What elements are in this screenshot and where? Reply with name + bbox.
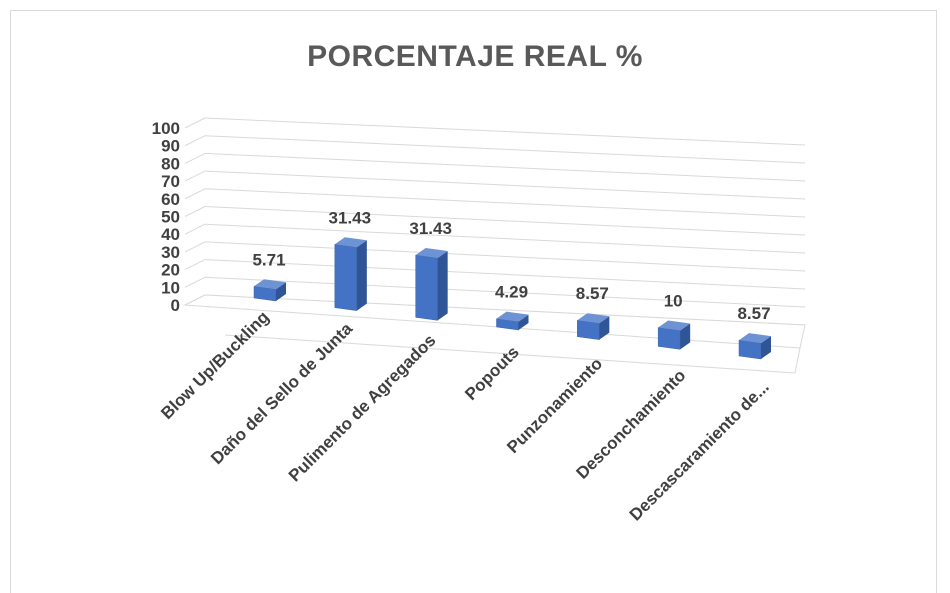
data-label: 8.57 [737, 304, 770, 323]
gridline-side [184, 259, 206, 271]
y-tick-label: 100 [152, 119, 180, 138]
bar [577, 319, 600, 340]
gridline-side [184, 117, 206, 129]
y-tick-label: 10 [161, 278, 180, 297]
gridline-side [184, 188, 206, 200]
data-label: 5.71 [252, 250, 285, 269]
y-tick-label: 70 [161, 172, 180, 191]
bar-top [739, 333, 771, 344]
bar-top [496, 311, 529, 322]
bar-side [356, 240, 367, 311]
bar [334, 243, 358, 311]
bar-side [518, 314, 529, 330]
y-tick-label: 20 [161, 261, 180, 280]
bar-side [761, 336, 771, 359]
gridline-side [184, 135, 206, 147]
bar-top [334, 237, 367, 248]
gridline [204, 259, 806, 290]
y-tick-label: 50 [161, 208, 180, 227]
data-label: 8.57 [576, 284, 609, 303]
floor-edge [224, 334, 801, 374]
bar [415, 254, 438, 321]
bar-side [276, 282, 286, 301]
bar-side [437, 250, 448, 321]
bar-side [680, 323, 691, 350]
bar-top [658, 320, 691, 331]
gridline-side [184, 223, 206, 235]
y-tick-label: 0 [171, 296, 180, 315]
bar-top [415, 247, 448, 258]
gridline [204, 276, 806, 308]
data-label: 31.43 [329, 208, 372, 227]
gridline [204, 188, 806, 218]
gridline-side [184, 276, 206, 288]
category-label: Punzonamiento [503, 354, 606, 457]
gridline-side [184, 206, 206, 217]
chart-floor [183, 294, 806, 349]
bar-top [577, 313, 610, 324]
gridline [204, 170, 806, 200]
bar [657, 327, 681, 350]
gridline-side [184, 152, 206, 164]
bar [738, 339, 762, 360]
y-tick-label: 90 [161, 137, 180, 156]
y-tick-label: 30 [161, 243, 180, 262]
data-label: 31.43 [409, 219, 452, 238]
data-label: 4.29 [495, 283, 528, 302]
bar-side [599, 316, 610, 340]
data-label: 10 [664, 292, 683, 311]
gridline [204, 241, 806, 272]
y-tick-label: 60 [161, 190, 180, 209]
gridline-side [184, 241, 206, 253]
y-tick-label: 80 [161, 154, 180, 173]
gridline-side [184, 170, 206, 182]
chart-frame [10, 10, 937, 593]
y-tick-label: 40 [161, 225, 180, 244]
bar-top [254, 279, 286, 290]
gridline [204, 152, 806, 182]
gridline [204, 135, 806, 164]
gridline [204, 223, 806, 254]
gridline [204, 206, 806, 236]
chart-title: PORCENTAJE REAL % [307, 40, 643, 73]
gridline [204, 117, 806, 146]
